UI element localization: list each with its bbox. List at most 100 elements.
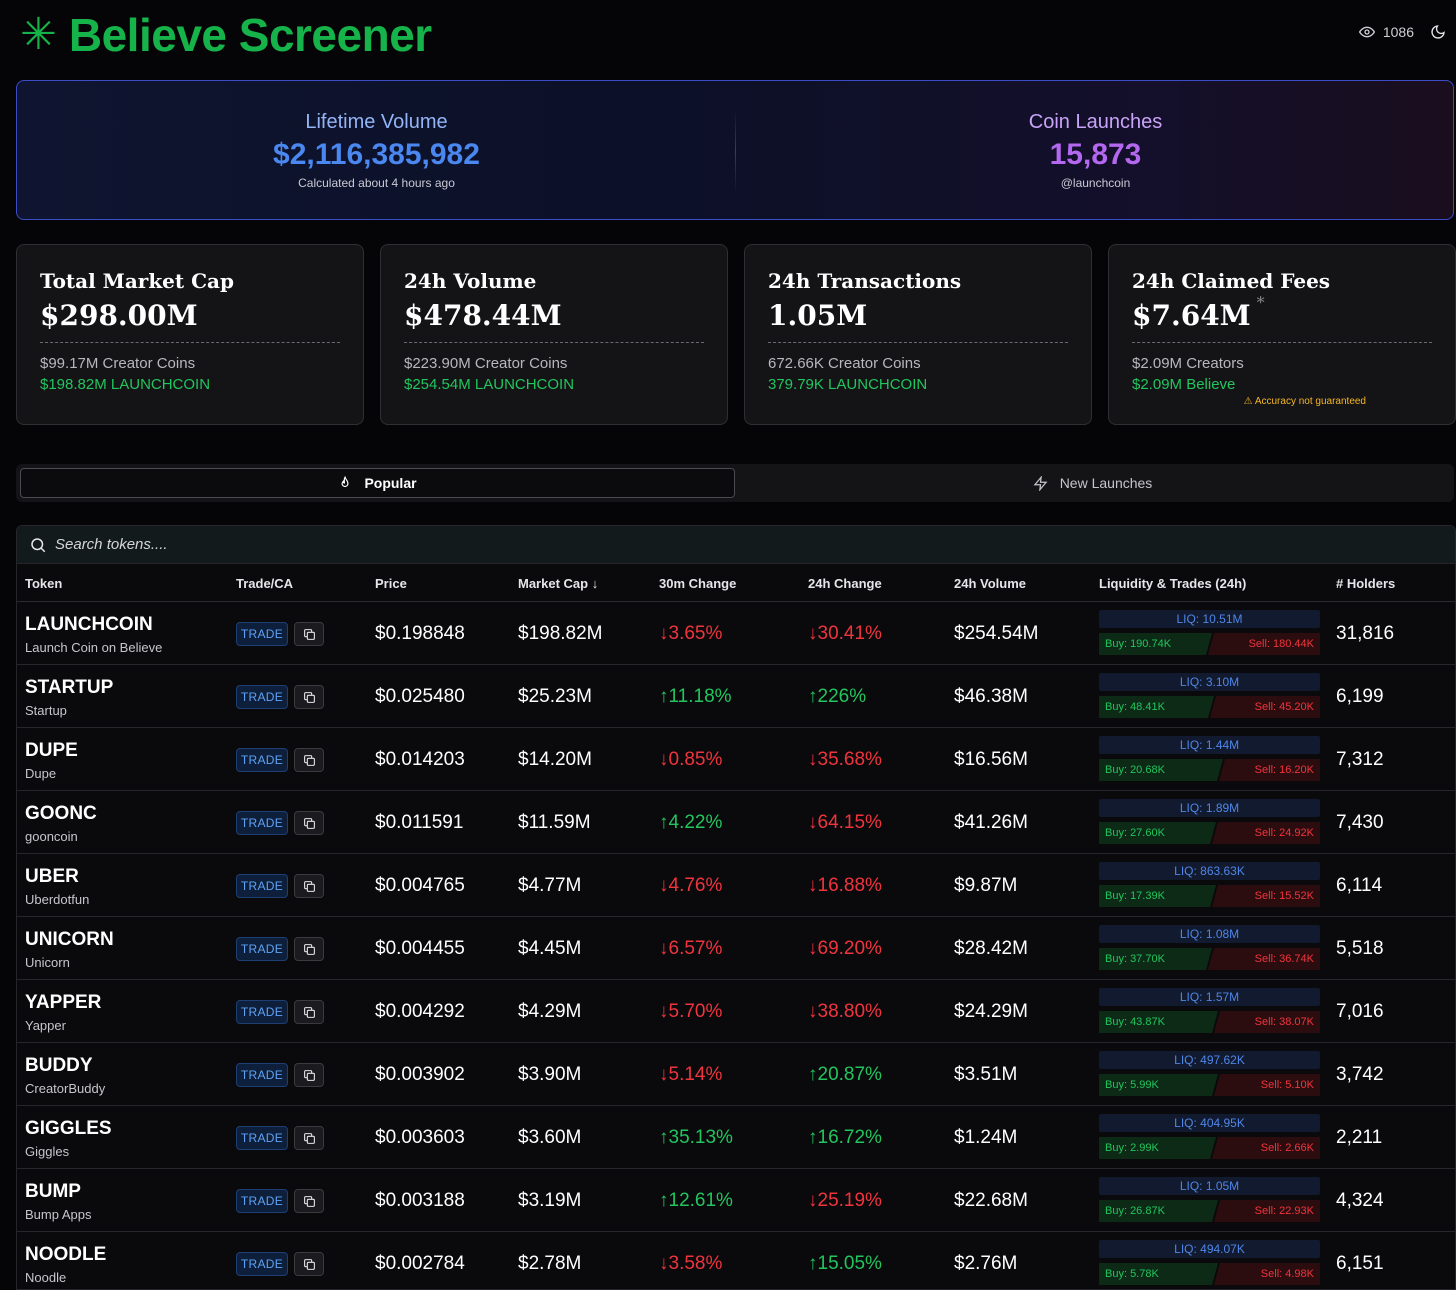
token-name: Giggles [25, 1144, 70, 1159]
token-name: Bump Apps [25, 1207, 92, 1222]
coin-launches-section: Coin Launches 15,873 @launchcoin [736, 81, 1453, 219]
liquidity-badge: LIQ: 1.44M [1099, 736, 1320, 754]
header-liquidity[interactable]: Liquidity & Trades (24h) [1099, 576, 1247, 591]
token-symbol[interactable]: YAPPER [25, 992, 102, 1013]
trade-button[interactable]: TRADE [236, 874, 288, 898]
table-row[interactable]: UNICORN Unicorn TRADE $0.004455 $4.45M ↓6.57%… [17, 917, 1455, 980]
token-symbol[interactable]: GIGGLES [25, 1118, 112, 1139]
table-row[interactable]: YAPPER Yapper TRADE $0.004292 $4.29M ↓5.70% ↓3… [17, 980, 1455, 1043]
table-row[interactable]: STARTUP Startup TRADE $0.025480 $25.23M ↑11.1… [17, 665, 1455, 728]
divider [768, 342, 1068, 343]
stat-line-creators: $2.09M Creators [1132, 355, 1244, 372]
buy-volume: Buy: 190.74K [1099, 633, 1212, 655]
theme-toggle-button[interactable] [1430, 24, 1446, 45]
viewer-count-value: 1086 [1382, 24, 1414, 40]
header-24h-volume[interactable]: 24h Volume [954, 576, 1027, 591]
header-30m-change[interactable]: 30m Change [659, 576, 737, 591]
token-symbol[interactable]: LAUNCHCOIN [25, 614, 153, 635]
header-token[interactable]: Token [25, 576, 63, 591]
header-price[interactable]: Price [375, 576, 407, 591]
copy-ca-button[interactable] [294, 937, 324, 961]
buy-volume: Buy: 48.41K [1099, 696, 1214, 718]
copy-ca-button[interactable] [294, 1252, 324, 1276]
tab-new-launches[interactable]: New Launches [735, 468, 1450, 498]
change-30m: ↓5.14% [659, 1064, 723, 1085]
holders-count: 7,430 [1336, 812, 1384, 833]
copy-ca-button[interactable] [294, 685, 324, 709]
token-symbol[interactable]: GOONC [25, 803, 97, 824]
trade-button[interactable]: TRADE [236, 748, 288, 772]
asterisk-note: * [1256, 293, 1265, 312]
volume-24h: $41.26M [954, 812, 1028, 833]
stat-title: 24h Claimed Fees [1132, 269, 1331, 293]
copy-ca-button[interactable] [294, 748, 324, 772]
trade-button[interactable]: TRADE [236, 1189, 288, 1213]
copy-ca-button[interactable] [294, 1126, 324, 1150]
trade-button[interactable]: TRADE [236, 1252, 288, 1276]
copy-icon [303, 1195, 315, 1207]
trade-button[interactable]: TRADE [236, 937, 288, 961]
liquidity-badge: LIQ: 494.07K [1099, 1240, 1320, 1258]
sell-volume: Sell: 16.20K [1219, 759, 1320, 781]
hero-panel: Lifetime Volume $2,116,385,982 Calculate… [16, 80, 1454, 220]
table-row[interactable]: NOODLE Noodle TRADE $0.002784 $2.78M ↓3.58% ↑1… [17, 1232, 1455, 1289]
token-symbol[interactable]: BUDDY [25, 1055, 93, 1076]
sell-volume: Sell: 24.92K [1212, 822, 1320, 844]
copy-icon [303, 628, 315, 640]
copy-ca-button[interactable] [294, 1189, 324, 1213]
trade-button[interactable]: TRADE [236, 1000, 288, 1024]
stat-card-volume: 24h Volume $478.44M $223.90M Creator Coi… [380, 244, 728, 425]
moon-icon [1431, 25, 1445, 39]
trade-button[interactable]: TRADE [236, 811, 288, 835]
trade-button[interactable]: TRADE [236, 622, 288, 646]
copy-icon [303, 1132, 315, 1144]
token-symbol[interactable]: DUPE [25, 740, 78, 761]
token-market-cap: $3.19M [518, 1190, 582, 1211]
table-row[interactable]: BUDDY CreatorBuddy TRADE $0.003902 $3.90M ↓5.… [17, 1043, 1455, 1106]
header-24h-change[interactable]: 24h Change [808, 576, 882, 591]
tab-popular[interactable]: Popular [20, 468, 735, 498]
stat-line-launchcoin: $198.82M LAUNCHCOIN [40, 376, 211, 393]
trade-button[interactable]: TRADE [236, 1126, 288, 1150]
copy-icon [303, 943, 315, 955]
divider [1132, 342, 1432, 343]
search-input[interactable] [55, 536, 555, 553]
search-icon [31, 537, 46, 552]
header-market-cap-label: Market Cap [518, 576, 589, 591]
holders-count: 3,742 [1336, 1064, 1384, 1085]
token-symbol[interactable]: BUMP [25, 1181, 81, 1202]
copy-ca-button[interactable] [294, 1000, 324, 1024]
header-market-cap[interactable]: Market Cap ↓ [518, 576, 598, 591]
copy-ca-button[interactable] [294, 622, 324, 646]
token-symbol[interactable]: UBER [25, 866, 79, 887]
change-24h: ↑15.05% [808, 1253, 882, 1274]
table-row[interactable]: BUMP Bump Apps TRADE $0.003188 $3.19M ↑12.61%… [17, 1169, 1455, 1232]
table-row[interactable]: UBER Uberdotfun TRADE $0.004765 $4.77M ↓4.76%… [17, 854, 1455, 917]
copy-ca-button[interactable] [294, 874, 324, 898]
trade-button[interactable]: TRADE [236, 1063, 288, 1087]
table-row[interactable]: DUPE Dupe TRADE $0.014203 $14.20M ↓0.85% ↓35.6… [17, 728, 1455, 791]
copy-ca-button[interactable] [294, 1063, 324, 1087]
copy-ca-button[interactable] [294, 811, 324, 835]
token-symbol[interactable]: STARTUP [25, 677, 114, 698]
token-symbol[interactable]: NOODLE [25, 1244, 107, 1265]
copy-icon [303, 1006, 315, 1018]
token-market-cap: $3.60M [518, 1127, 582, 1148]
lightning-icon [1033, 475, 1048, 491]
buy-sell-bar: Buy: 17.39K Sell: 15.52K [1099, 885, 1320, 907]
table-row[interactable]: GIGGLES Giggles TRADE $0.003603 $3.60M ↑35.13… [17, 1106, 1455, 1169]
table-row[interactable]: GOONC gooncoin TRADE $0.011591 $11.59M ↑4.22%… [17, 791, 1455, 854]
logo[interactable]: ✳ Believe Screener [20, 8, 432, 62]
stat-value: $478.44M [404, 299, 562, 332]
table-row[interactable]: LAUNCHCOIN Launch Coin on Believe TRADE $0.… [17, 602, 1455, 665]
trade-button[interactable]: TRADE [236, 685, 288, 709]
token-market-cap: $14.20M [518, 749, 592, 770]
header-holders[interactable]: # Holders [1336, 576, 1396, 591]
token-symbol[interactable]: UNICORN [25, 929, 114, 950]
token-market-cap: $4.29M [518, 1001, 582, 1022]
token-name: Startup [25, 703, 67, 718]
change-24h: ↓64.15% [808, 812, 882, 833]
sell-volume: Sell: 36.74K [1208, 948, 1320, 970]
token-price: $0.014203 [375, 749, 465, 770]
token-name: Unicorn [25, 955, 70, 970]
